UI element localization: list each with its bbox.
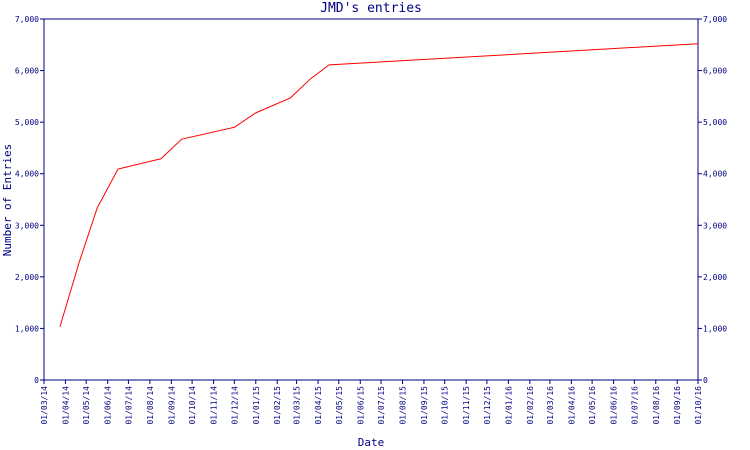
y2-tick-label: 1,000: [703, 324, 727, 333]
x-tick-label: 01/10/15: [441, 386, 450, 425]
x-tick-label: 01/12/14: [230, 386, 239, 425]
x-tick-label: 01/10/14: [188, 386, 197, 425]
x-tick-label: 01/01/15: [252, 386, 261, 425]
y-tick-label: 5,000: [15, 118, 39, 127]
y-tick-label: 1,000: [15, 324, 39, 333]
plot-frame: [43, 18, 699, 381]
x-axis-label: Date: [358, 436, 385, 449]
y2-tick-label: 4,000: [703, 170, 727, 179]
x-tick-label: 01/02/15: [273, 386, 282, 425]
x-tick-label: 01/07/16: [630, 386, 639, 425]
x-tick-label: 01/09/15: [420, 386, 429, 425]
x-tick-label: 01/09/16: [673, 386, 682, 425]
x-tick-label: 01/06/15: [356, 386, 365, 425]
x-tick-label: 01/02/16: [526, 386, 535, 425]
data-line: [59, 43, 699, 328]
y2-tick-label: 6,000: [703, 67, 727, 76]
y2-tick-label: 0: [703, 376, 708, 385]
x-tick-label: 01/11/14: [210, 386, 219, 425]
x-tick-label: 01/11/15: [462, 386, 471, 425]
x-tick-label: 01/08/15: [398, 386, 407, 425]
y2-tick-label: 2,000: [703, 273, 727, 282]
x-tick-label: 01/08/14: [146, 386, 155, 425]
x-tick-label: 01/03/16: [546, 386, 555, 425]
x-tick-label: 01/09/14: [167, 386, 176, 425]
x-tick-label: 01/01/16: [504, 386, 513, 425]
x-tick-label: 01/05/16: [588, 386, 597, 425]
y-tick-label: 2,000: [15, 273, 39, 282]
x-tick-label: 01/10/16: [694, 386, 703, 425]
x-tick-label: 01/06/16: [610, 386, 619, 425]
y2-tick-label: 7,000: [703, 15, 727, 24]
chart-title: JMD's entries: [320, 1, 422, 16]
x-tick-label: 01/05/14: [82, 386, 91, 425]
x-tick-label: 01/05/15: [335, 386, 344, 425]
x-tick-label: 01/07/14: [124, 386, 133, 425]
x-tick-label: 01/03/15: [293, 386, 302, 425]
x-tick-label: 01/06/14: [104, 386, 113, 425]
x-tick-label: 01/04/15: [314, 386, 323, 425]
y-tick-label: 7,000: [15, 15, 39, 24]
x-tick-label: 01/07/15: [377, 386, 386, 425]
y-tick-label: 6,000: [15, 67, 39, 76]
x-tick-label: 01/04/16: [567, 386, 576, 425]
y-axis-label: Number of Entries: [1, 144, 14, 257]
y2-tick-label: 3,000: [703, 221, 727, 230]
y-tick-label: 4,000: [15, 170, 39, 179]
x-tick-label: 01/04/14: [61, 386, 70, 425]
x-tick-label: 01/03/14: [40, 386, 49, 425]
x-tick-label: 01/08/16: [652, 386, 661, 425]
y-tick-label: 3,000: [15, 221, 39, 230]
y-tick-label: 0: [34, 376, 39, 385]
y2-tick-label: 5,000: [703, 118, 727, 127]
x-tick-label: 01/12/15: [483, 386, 492, 425]
